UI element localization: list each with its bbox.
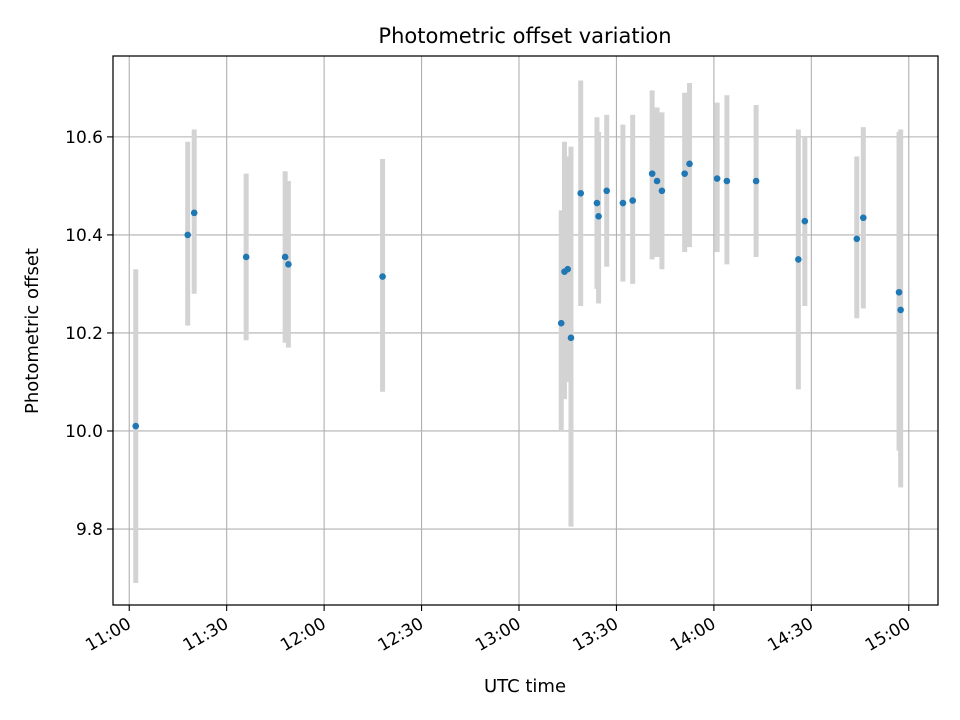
plot-area-frame xyxy=(112,55,939,606)
data-point xyxy=(619,199,627,207)
data-point xyxy=(681,170,688,177)
data-point xyxy=(190,209,198,217)
data-point xyxy=(379,273,386,280)
y-tick-label: 10.4 xyxy=(65,226,103,246)
data-point xyxy=(897,306,904,314)
data-point xyxy=(648,170,656,177)
plot-area-background xyxy=(113,56,938,605)
data-point xyxy=(603,187,611,195)
data-point xyxy=(629,197,636,204)
data-point xyxy=(713,175,721,182)
data-point xyxy=(184,231,192,239)
data-point xyxy=(801,217,809,225)
chart-title: Photometric offset variation xyxy=(378,24,671,48)
x-axis-label: UTC time xyxy=(484,676,566,697)
data-point xyxy=(557,319,565,327)
y-axis-label: Photometric offset xyxy=(22,248,43,414)
data-point xyxy=(577,189,585,197)
y-tick-label: 9.8 xyxy=(76,520,103,540)
data-point xyxy=(567,334,575,342)
data-point xyxy=(242,253,250,261)
y-tick-label: 10.6 xyxy=(65,128,103,148)
data-point xyxy=(285,261,292,268)
data-point xyxy=(653,177,661,185)
data-point xyxy=(593,199,601,207)
data-point xyxy=(895,288,903,296)
data-point xyxy=(564,265,572,273)
y-tick-label: 10.2 xyxy=(65,324,103,344)
data-point xyxy=(281,253,289,261)
data-point xyxy=(723,177,731,185)
y-tick-label: 10.0 xyxy=(65,422,103,442)
data-point xyxy=(132,422,140,430)
data-point xyxy=(795,256,802,263)
data-point xyxy=(752,177,760,185)
data-point xyxy=(859,214,867,222)
data-point xyxy=(853,235,861,243)
data-point xyxy=(658,187,666,195)
y-axis-ticks: 9.8 10.0 10.2 10.4 10.6 xyxy=(65,128,113,540)
grid-lines xyxy=(113,56,938,605)
data-point xyxy=(686,160,693,168)
data-point xyxy=(595,212,602,220)
data-points xyxy=(132,160,904,430)
